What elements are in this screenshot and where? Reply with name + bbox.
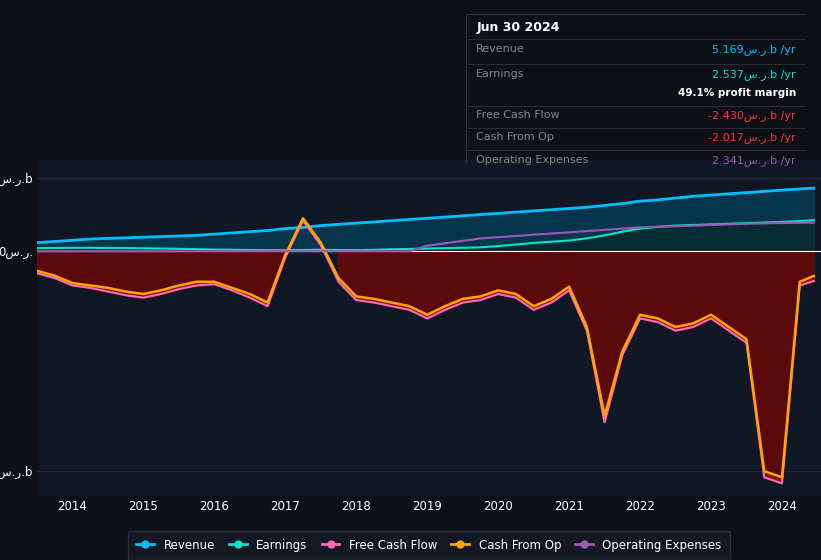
Text: -2.430س.ر.b /yr: -2.430س.ر.b /yr <box>709 110 796 121</box>
Text: Operating Expenses: Operating Expenses <box>476 155 589 165</box>
Text: 2.537س.ر.b /yr: 2.537س.ر.b /yr <box>712 69 796 80</box>
Text: Cash From Op: Cash From Op <box>476 132 554 142</box>
Text: 49.1% profit margin: 49.1% profit margin <box>677 88 796 98</box>
Text: -2.017س.ر.b /yr: -2.017س.ر.b /yr <box>709 132 796 143</box>
Legend: Revenue, Earnings, Free Cash Flow, Cash From Op, Operating Expenses: Revenue, Earnings, Free Cash Flow, Cash … <box>128 531 730 560</box>
Text: Earnings: Earnings <box>476 69 525 79</box>
Text: 5.169س.ر.b /yr: 5.169س.ر.b /yr <box>713 44 796 54</box>
Text: 2.341س.ر.b /yr: 2.341س.ر.b /yr <box>712 155 796 166</box>
Text: Revenue: Revenue <box>476 44 525 54</box>
Text: Free Cash Flow: Free Cash Flow <box>476 110 560 120</box>
Text: Jun 30 2024: Jun 30 2024 <box>476 21 560 34</box>
